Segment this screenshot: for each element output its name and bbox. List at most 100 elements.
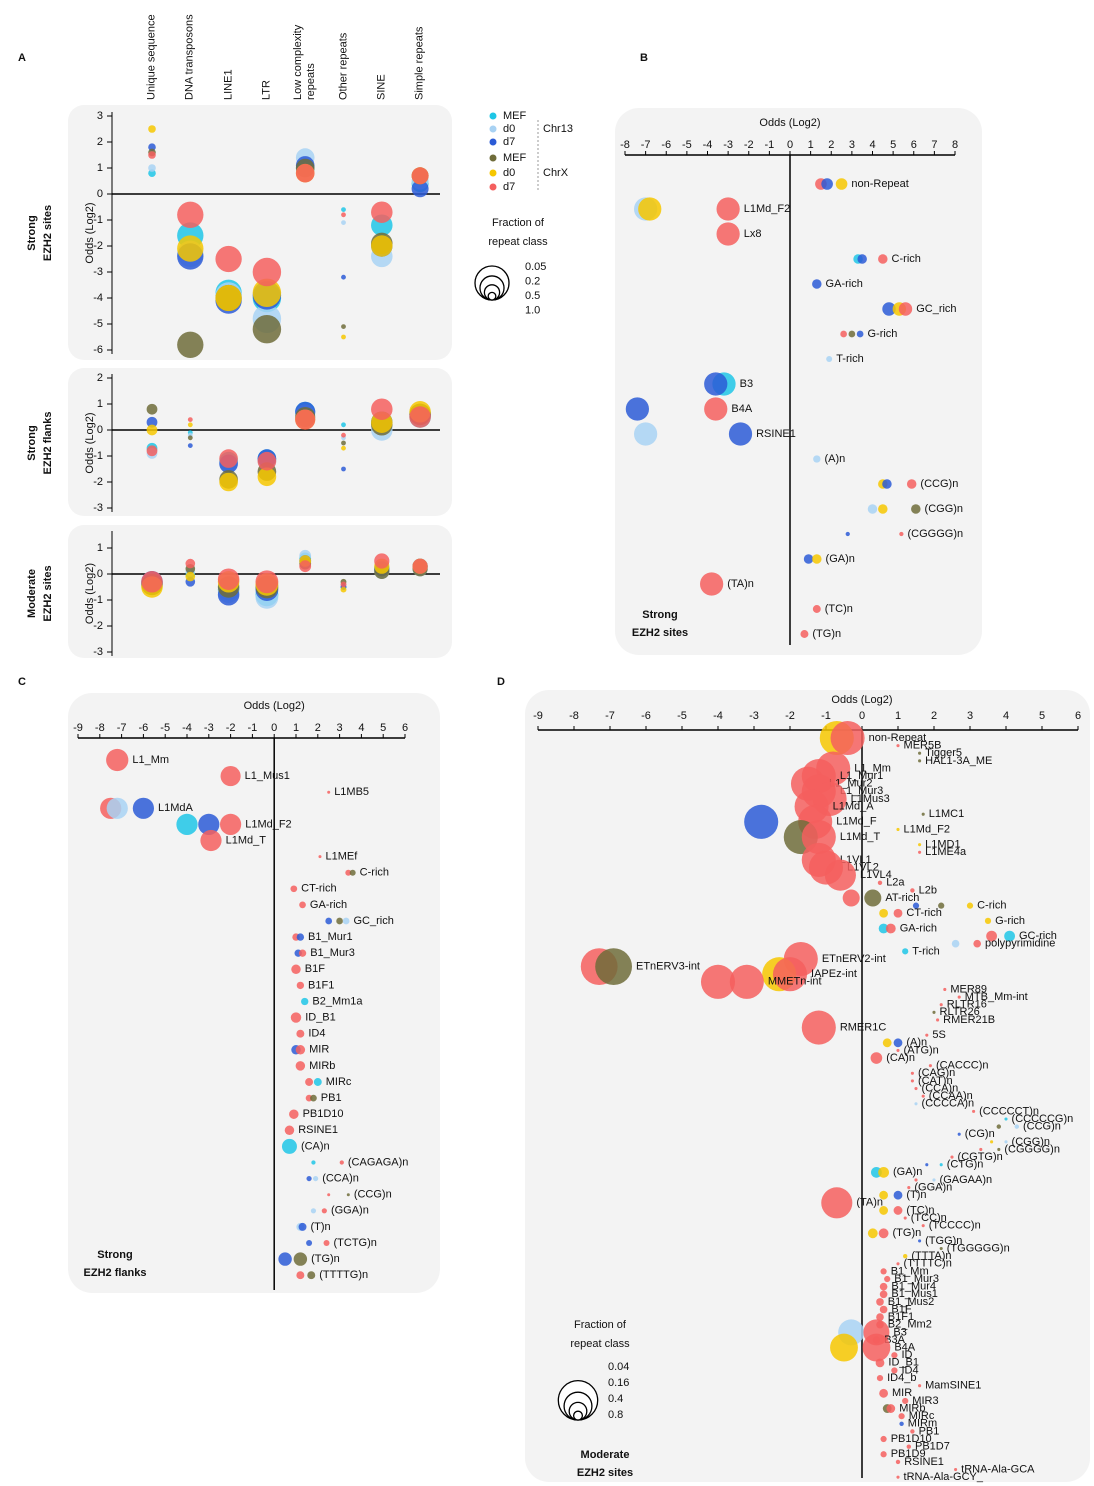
row-label: (CAG)n — [918, 1067, 955, 1079]
x-axis-label: Odds (Log2) — [244, 700, 305, 712]
bubble — [886, 1404, 896, 1413]
bubble — [296, 933, 305, 941]
row-label: (TA)n — [727, 578, 754, 590]
row-label: B1F1 — [888, 1311, 914, 1323]
x-tick-label: 5 — [380, 722, 386, 734]
bubble — [939, 1163, 943, 1167]
bubble — [341, 324, 346, 330]
bubble — [896, 1048, 900, 1052]
y-tick-label: 0 — [97, 188, 103, 200]
bubble — [349, 869, 356, 876]
row-label: L1MdA — [158, 802, 194, 814]
row-label: MIRb — [309, 1060, 335, 1072]
bubble — [864, 889, 882, 907]
panel-subtitle: Moderate — [581, 1449, 630, 1461]
row-label: RLTR16 — [947, 999, 987, 1011]
x-tick-label: -3 — [749, 710, 759, 722]
bubble — [700, 572, 724, 596]
x-tick-label: -5 — [677, 710, 687, 722]
panel-background — [68, 368, 452, 516]
row-label: RSINE1 — [904, 1456, 944, 1468]
bubble — [346, 1193, 350, 1197]
bubble — [704, 372, 728, 396]
bubble — [729, 964, 764, 999]
bubble — [876, 1298, 884, 1306]
y-axis-label: Odds (Log2) — [84, 563, 96, 624]
bubble — [885, 923, 896, 934]
row-label: PB1 — [321, 1092, 342, 1104]
y-tick-label: 1 — [97, 398, 103, 410]
row-label: (TTTTG)n — [319, 1269, 368, 1281]
row-label: ID — [902, 1349, 913, 1361]
legend-group: Chr13 — [543, 123, 573, 135]
category-label: Unique sequence — [145, 14, 158, 100]
bubble — [997, 1147, 1001, 1152]
bubble — [880, 1451, 887, 1458]
bubble — [812, 554, 822, 564]
row-label: L1Md_F — [836, 816, 877, 828]
legend-label: MEF — [503, 152, 527, 164]
row-label: L1ME4a — [925, 846, 967, 858]
row-label: GA-rich — [900, 922, 937, 934]
bubble — [882, 302, 896, 316]
bubble — [918, 751, 922, 755]
bubble — [177, 235, 204, 262]
bubble — [325, 917, 333, 925]
legend-marker — [489, 154, 497, 162]
row-label: L1MB5 — [334, 786, 369, 798]
row-label: (CCCCCT)n — [979, 1105, 1039, 1117]
bubble — [148, 169, 156, 178]
panel-letter: C — [18, 676, 26, 688]
bubble — [704, 397, 728, 421]
bubble — [341, 466, 346, 472]
bubble — [339, 1160, 344, 1165]
bubble — [877, 880, 883, 885]
bubble — [146, 445, 158, 457]
bubble — [918, 850, 922, 854]
panel-background — [68, 693, 440, 1293]
x-tick-label: -8 — [620, 139, 630, 151]
bubble — [821, 1187, 853, 1219]
bubble — [918, 843, 922, 847]
x-tick-label: -8 — [95, 722, 105, 734]
bubble — [973, 939, 982, 948]
bubble — [132, 797, 155, 819]
bubble — [813, 455, 821, 463]
x-axis-label: Odds (Log2) — [759, 117, 820, 129]
bubble — [148, 151, 156, 159]
bubble — [972, 1109, 976, 1113]
bubble — [966, 902, 974, 909]
x-tick-label: -2 — [226, 722, 236, 734]
row-label: (CAT)n — [918, 1075, 953, 1087]
bubble — [880, 1435, 887, 1443]
y-tick-label: 0 — [97, 424, 103, 436]
row-label: L1MEf — [325, 851, 358, 863]
y-tick-label: -2 — [93, 240, 103, 252]
bubble — [932, 1010, 936, 1014]
bubble — [918, 1384, 922, 1388]
row-label: (ATG)n — [904, 1044, 939, 1056]
bubble — [867, 1228, 878, 1239]
x-tick-label: 4 — [1003, 710, 1009, 722]
row-label: AT-rich — [885, 892, 919, 904]
row-label: L1_Mm — [854, 762, 891, 774]
bubble — [840, 330, 847, 338]
row-label: B1F — [305, 963, 325, 975]
bubble — [252, 257, 282, 287]
y-tick-label: -2 — [93, 476, 103, 488]
bubble — [1004, 1117, 1008, 1121]
x-tick-label: -2 — [744, 139, 754, 151]
bubble — [914, 1178, 918, 1182]
bubble — [341, 207, 346, 213]
x-tick-label: 3 — [337, 722, 343, 734]
row-label: ETnERV2-int — [822, 953, 886, 965]
bubble — [951, 939, 960, 948]
bubble — [910, 1071, 914, 1075]
row-label: non-Repeat — [869, 732, 927, 744]
bubble — [323, 1240, 330, 1246]
bubble — [893, 1190, 903, 1200]
row-label: (GA)n — [826, 553, 855, 565]
bubble — [939, 1246, 943, 1251]
bubble — [821, 178, 833, 190]
bubble — [295, 409, 316, 430]
